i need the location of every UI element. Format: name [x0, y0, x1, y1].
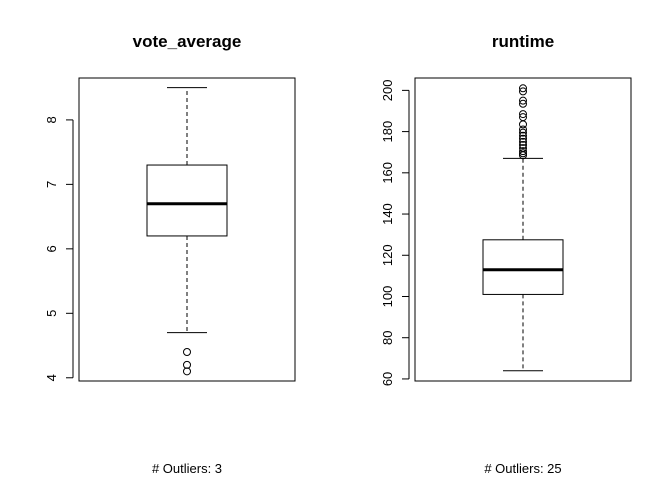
runtime-tick-label: 200 [380, 80, 395, 102]
runtime-panel: runtime 60 80 100 120 140 160 180 200 # Outlier… [380, 32, 632, 476]
runtime-outlier-point [519, 134, 527, 143]
runtime-tick-label: 140 [380, 203, 395, 225]
vote-average-boxplot [146, 87, 228, 376]
runtime-outlier-point [519, 147, 527, 156]
runtime-outlier-count: # Outliers: 25 [484, 461, 561, 476]
runtime-iqr-box [482, 239, 564, 295]
runtime-outlier-point [519, 113, 527, 122]
runtime-boxplot [482, 84, 564, 372]
runtime-outlier-point [519, 125, 527, 134]
vote-average-iqr-box [146, 164, 228, 237]
runtime-plot-frame [414, 77, 632, 382]
runtime-outlier-point [519, 144, 527, 153]
runtime-tick-label: 80 [380, 330, 395, 344]
runtime-outlier-point [519, 120, 527, 129]
runtime-outlier-point [519, 87, 527, 96]
runtime-outlier-point [519, 110, 527, 119]
runtime-title: runtime [492, 32, 554, 51]
runtime-tick-label: 120 [380, 244, 395, 266]
vote-average-outlier-point [183, 360, 191, 369]
vote-average-tick-label: 5 [44, 310, 59, 317]
vote-average-tick-label: 8 [44, 116, 59, 123]
runtime-outlier-point [519, 137, 527, 146]
runtime-outlier-point [519, 149, 527, 158]
runtime-outlier-point [519, 131, 527, 140]
runtime-outlier-point [519, 96, 527, 105]
runtime-tick-label: 100 [380, 286, 395, 308]
runtime-outlier-point [519, 128, 527, 137]
runtime-outlier-point [519, 99, 527, 108]
vote-average-outlier-point [183, 367, 191, 376]
runtime-outlier-point [519, 140, 527, 149]
vote-average-outlier-point [183, 347, 191, 356]
runtime-outlier-point [519, 84, 527, 93]
vote-average-plot-frame [78, 77, 296, 382]
vote-average-tick-label: 4 [44, 374, 59, 381]
runtime-tick-label: 180 [380, 121, 395, 143]
vote-average-panel: vote_average 4 5 6 7 8 # Outliers: 3 [44, 32, 296, 476]
vote-average-tick-label: 7 [44, 181, 59, 188]
vote-average-title: vote_average [133, 32, 242, 51]
runtime-tick-label: 60 [380, 372, 395, 386]
vote-average-outlier-count: # Outliers: 3 [152, 461, 222, 476]
runtime-tick-label: 160 [380, 162, 395, 184]
vote-average-tick-label: 6 [44, 245, 59, 252]
vote-average-y-axis: 4 5 6 7 8 [44, 116, 74, 381]
runtime-y-axis: 60 80 100 120 140 160 180 200 [380, 80, 410, 386]
